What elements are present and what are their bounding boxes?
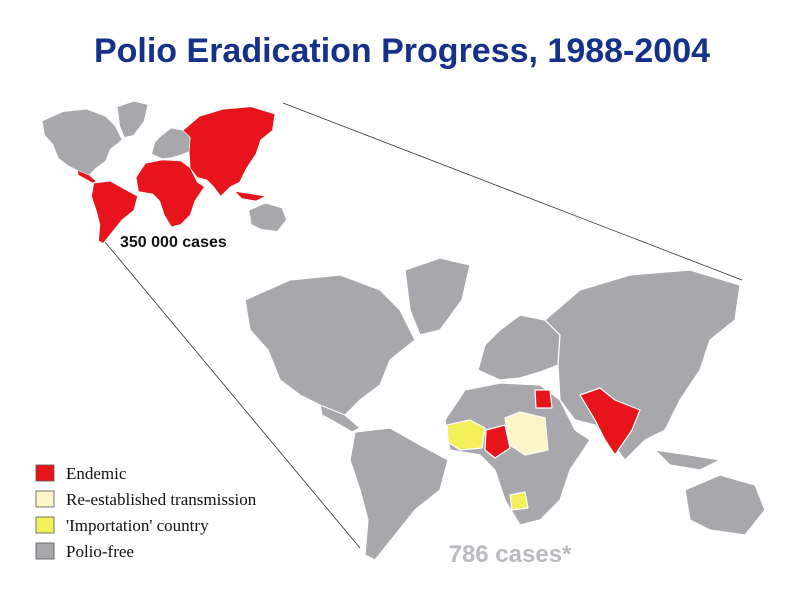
zoom-line [104,241,361,549]
legend-label: Polio-free [66,542,134,561]
legend-label: Endemic [66,464,127,483]
map-2004 [244,257,766,561]
legend: Endemic Re-established transmission 'Impor… [35,464,257,561]
legend-swatch [35,516,55,534]
legend-swatch [35,542,55,560]
legend-label: 'Importation' country [66,516,209,535]
legend-swatch [35,490,55,508]
legend-swatch [35,464,55,482]
zoom-line [282,102,743,281]
map-label: 350 000 cases [120,234,227,251]
map-label: 786 cases* [449,541,572,568]
legend-label: Re-established transmission [66,490,257,509]
map-1988 [41,100,287,244]
title: Polio Eradication Progress, 1988-2004 [94,32,710,70]
